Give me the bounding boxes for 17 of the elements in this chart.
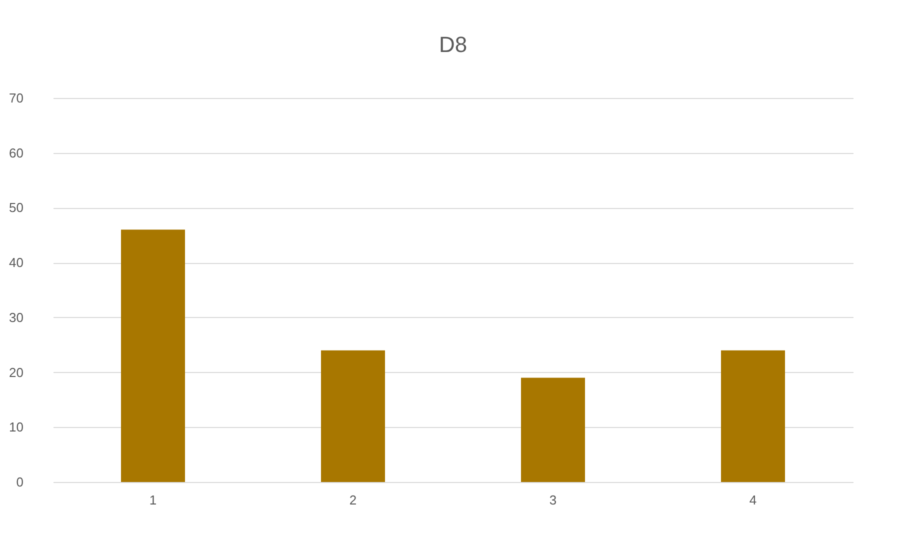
y-tick-label: 70 [9,90,24,106]
y-tick-label: 60 [9,145,24,160]
y-tick-label: 40 [9,255,24,270]
y-tick-label: 20 [9,364,24,380]
y-tick-label: 30 [9,310,24,325]
x-tick-label: 4 [749,492,757,508]
x-tick-label: 3 [549,492,557,508]
bar [521,378,585,482]
y-tick-label: 50 [9,200,24,216]
x-tick-label: 2 [349,492,357,508]
y-tick-label: 0 [16,474,24,490]
bar [121,230,185,482]
bar [721,350,785,482]
chart-title: D8 [438,32,468,57]
y-tick-label: 10 [9,420,24,435]
x-tick-label: 1 [149,492,157,508]
bar [321,350,385,482]
